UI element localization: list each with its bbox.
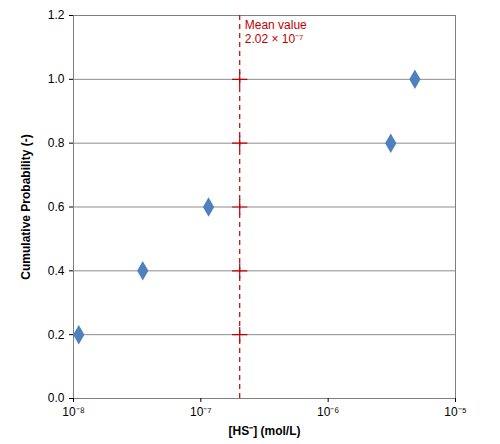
svg-text:0.2: 0.2 — [48, 328, 65, 342]
svg-text:0.6: 0.6 — [48, 200, 65, 214]
svg-text:10⁻⁷: 10⁻⁷ — [190, 405, 212, 419]
svg-text:0.4: 0.4 — [48, 264, 65, 278]
svg-text:1.2: 1.2 — [48, 8, 65, 22]
svg-text:0.0: 0.0 — [48, 391, 65, 405]
svg-text:10⁻⁸: 10⁻⁸ — [62, 405, 84, 419]
svg-text:1.0: 1.0 — [48, 72, 65, 86]
svg-text:0.8: 0.8 — [48, 136, 65, 150]
svg-text:Mean value2.02 × 10⁻⁷: Mean value2.02 × 10⁻⁷ — [245, 18, 307, 46]
svg-text:[HS⁻] (mol/L): [HS⁻] (mol/L) — [229, 424, 301, 438]
svg-text:Cumulative Probability (-): Cumulative Probability (-) — [19, 134, 33, 279]
svg-text:10⁻⁵: 10⁻⁵ — [444, 405, 466, 419]
svg-text:10⁻⁶: 10⁻⁶ — [317, 405, 339, 419]
